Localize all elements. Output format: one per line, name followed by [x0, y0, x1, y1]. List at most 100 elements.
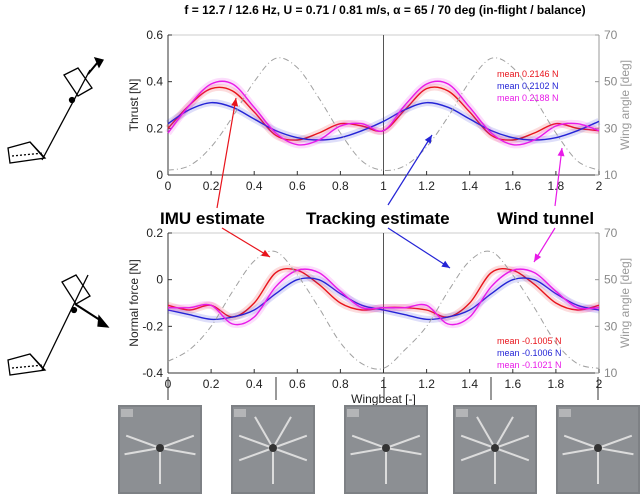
y2-tick-label: 30: [604, 121, 618, 135]
x-tick-label: 1.2: [418, 377, 435, 391]
wing-arm: [159, 447, 196, 456]
mean-label-imu: mean -0.1005 N: [497, 336, 562, 346]
wing-arm: [597, 434, 633, 449]
wing-arm: [476, 416, 496, 449]
x-tick-label: 2: [596, 179, 603, 193]
camera-frame: [231, 377, 315, 494]
x-tick-label: 1.8: [548, 377, 565, 391]
wind-tunnel-label: Wind tunnel: [497, 209, 594, 228]
x-tick-label: 0.6: [289, 377, 306, 391]
arrow-shaft: [387, 227, 451, 269]
x-tick-label: 1.2: [418, 179, 435, 193]
mean-label-tracking: mean 0.2102 N: [497, 81, 559, 91]
arrow-shaft: [554, 147, 563, 207]
arrow-head: [534, 253, 542, 262]
y2-tick-label: 50: [604, 273, 618, 287]
tracking-arrow-down: [387, 227, 451, 269]
wing-angle-line: [167, 250, 600, 370]
wind-line: [167, 268, 600, 326]
mean-label-imu: mean 0.2146 N: [497, 69, 559, 79]
y2-tick-label: 10: [604, 168, 618, 182]
wing-arm: [125, 434, 161, 449]
x-tick-label: 1.8: [548, 179, 565, 193]
camera-frame: [556, 377, 640, 494]
tracking-estimate-label: Tracking estimate: [306, 209, 450, 228]
x-tick-label: 0.8: [332, 179, 349, 193]
x-tick-label: 1.4: [461, 179, 478, 193]
arrow-shaft: [216, 97, 237, 209]
hub: [156, 444, 164, 452]
arrow-shaft: [387, 134, 433, 206]
y2-axis-label: Wing angle [deg]: [618, 258, 632, 348]
x-tick-label: 0.2: [203, 179, 220, 193]
frame-timestamp: [234, 409, 246, 417]
y-axis-label: Normal force [N]: [127, 259, 141, 346]
wing-arm: [272, 434, 308, 449]
y2-tick-label: 70: [604, 226, 618, 240]
wing-arm: [159, 434, 195, 449]
imu-arrow-up: [216, 97, 239, 209]
y-tick-label: 0: [156, 168, 163, 182]
wing-arm: [272, 447, 308, 462]
frame-timestamp: [456, 409, 468, 417]
wing-arm: [494, 416, 514, 449]
wind-arrow-down: [533, 227, 556, 263]
wind-arrow-up: [554, 147, 565, 207]
camera-frame: [453, 377, 537, 494]
y-tick-label: -0.4: [142, 366, 163, 380]
arrow-shaft: [221, 227, 271, 258]
x-tick-label: 0.6: [289, 179, 306, 193]
drone-balance-icon: [7, 274, 110, 376]
y2-tick-label: 70: [604, 28, 618, 42]
tracking-line: [167, 101, 600, 141]
x-tick-label: 1.4: [461, 377, 478, 391]
drone-inflight-icon: [7, 57, 104, 164]
mean-label-wind: mean -0.1021 N: [497, 360, 562, 370]
frame-timestamp: [121, 409, 133, 417]
wing-arm: [254, 416, 274, 449]
wing-arm: [385, 434, 421, 449]
chart-title: f = 12.7 / 12.6 Hz, U = 0.71 / 0.81 m/s,…: [184, 3, 585, 17]
y-tick-label: -0.2: [142, 319, 163, 333]
wing-arm: [460, 434, 496, 449]
wing-arm: [562, 447, 599, 456]
wing-arm: [124, 447, 161, 456]
wind-line: [167, 80, 600, 146]
y-tick-label: 0.2: [146, 121, 163, 135]
hub: [269, 444, 277, 452]
y-tick-label: 0.6: [146, 28, 163, 42]
y2-tick-label: 30: [604, 319, 618, 333]
wing-arm: [385, 447, 422, 456]
x-tick-label: 1: [380, 179, 387, 193]
wing-arm: [238, 434, 274, 449]
plot-1: 0 0.2 0.4 0.6 0.8 1 1.2 1.4 1.6 1.8 2 0 0.2 0.4 0.6 10 3…: [127, 28, 632, 193]
hub: [382, 444, 390, 452]
wing-arm: [597, 447, 634, 456]
wing-arm: [238, 447, 274, 462]
x-tick-label: 0.4: [246, 377, 263, 391]
plot-2: 00.20.40.60.811.21.41.61.82-0.4-0.200.21…: [127, 226, 632, 406]
wing-arm: [563, 434, 599, 449]
wing-angle-line: [167, 57, 600, 172]
arrow-head: [557, 148, 565, 157]
y-tick-label: 0.4: [146, 75, 163, 89]
wing-arm: [351, 434, 387, 449]
y-tick-label: 0: [156, 273, 163, 287]
x-tick-label: 0.8: [332, 377, 349, 391]
hub: [491, 444, 499, 452]
y-tick-label: 0.2: [146, 226, 163, 240]
camera-frame: [344, 377, 428, 494]
y2-axis-label: Wing angle [deg]: [618, 60, 632, 150]
wing-arm: [272, 416, 292, 449]
arrow-head: [424, 135, 432, 144]
wing-arm: [350, 447, 387, 456]
mean-label-wind: mean 0.2188 N: [497, 93, 559, 103]
arrow-head: [441, 260, 450, 268]
imu-estimate-label: IMU estimate: [160, 209, 265, 228]
arrow-head: [261, 249, 270, 257]
y-axis-label: Thrust [N]: [127, 79, 141, 132]
imu-arrow-down: [221, 227, 271, 258]
x-tick-label: 1.6: [504, 377, 521, 391]
camera-frame: [118, 377, 202, 494]
